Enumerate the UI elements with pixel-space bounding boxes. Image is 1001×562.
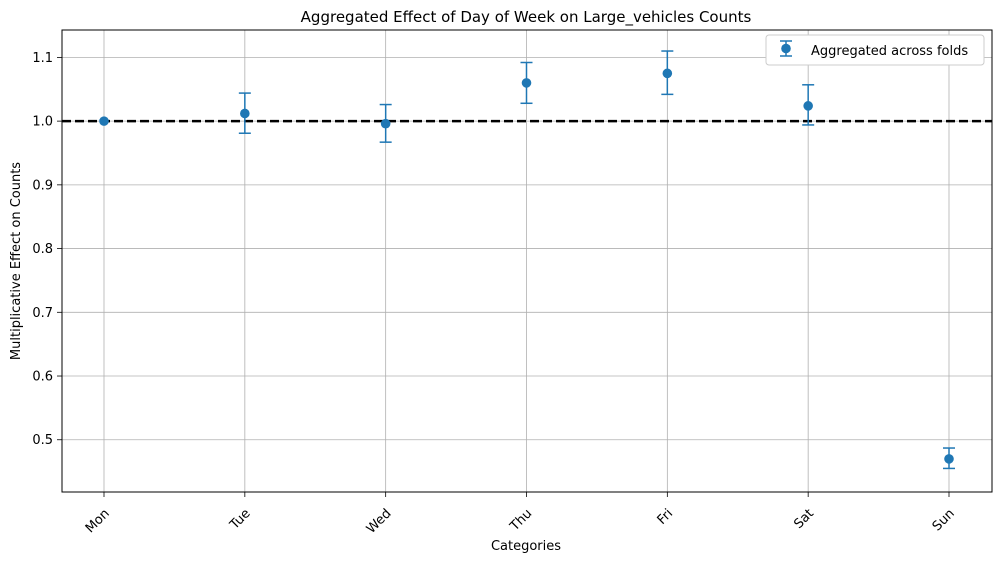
data-point-group bbox=[943, 447, 955, 470]
y-tick-label: 0.6 bbox=[32, 370, 53, 385]
legend[interactable]: Aggregated across folds bbox=[765, 34, 985, 66]
data-layer bbox=[99, 50, 955, 470]
y-tick-label: 0.9 bbox=[32, 178, 53, 193]
x-axis-title: Categories bbox=[491, 539, 561, 554]
data-point-group bbox=[802, 84, 815, 126]
legend-point bbox=[781, 43, 791, 54]
data-point-group bbox=[520, 61, 533, 105]
data-point-group bbox=[99, 116, 109, 126]
data-point-group bbox=[238, 92, 251, 134]
data-point-group bbox=[661, 50, 674, 96]
data-point bbox=[944, 454, 954, 464]
y-tick-label: 1.1 bbox=[32, 51, 53, 66]
data-point bbox=[521, 78, 532, 88]
y-axis-title: Multiplicative Effect on Counts bbox=[9, 162, 24, 360]
legend-marker bbox=[780, 40, 792, 57]
data-point bbox=[380, 118, 391, 129]
y-tick-label: 0.5 bbox=[32, 433, 53, 448]
data-point bbox=[662, 68, 673, 79]
legend-label: Aggregated across folds bbox=[811, 44, 968, 59]
data-point bbox=[99, 116, 109, 126]
y-tick-label: 1.0 bbox=[32, 115, 53, 130]
data-point bbox=[803, 101, 813, 111]
data-point bbox=[240, 108, 250, 119]
y-tick-label: 0.7 bbox=[32, 306, 53, 321]
y-tick-label: 0.8 bbox=[32, 242, 53, 257]
legend-box bbox=[765, 34, 985, 66]
data-point-group bbox=[379, 103, 392, 143]
chart-title: Aggregated Effect of Day of Week on Larg… bbox=[301, 8, 752, 27]
plot-frame bbox=[61, 29, 993, 493]
